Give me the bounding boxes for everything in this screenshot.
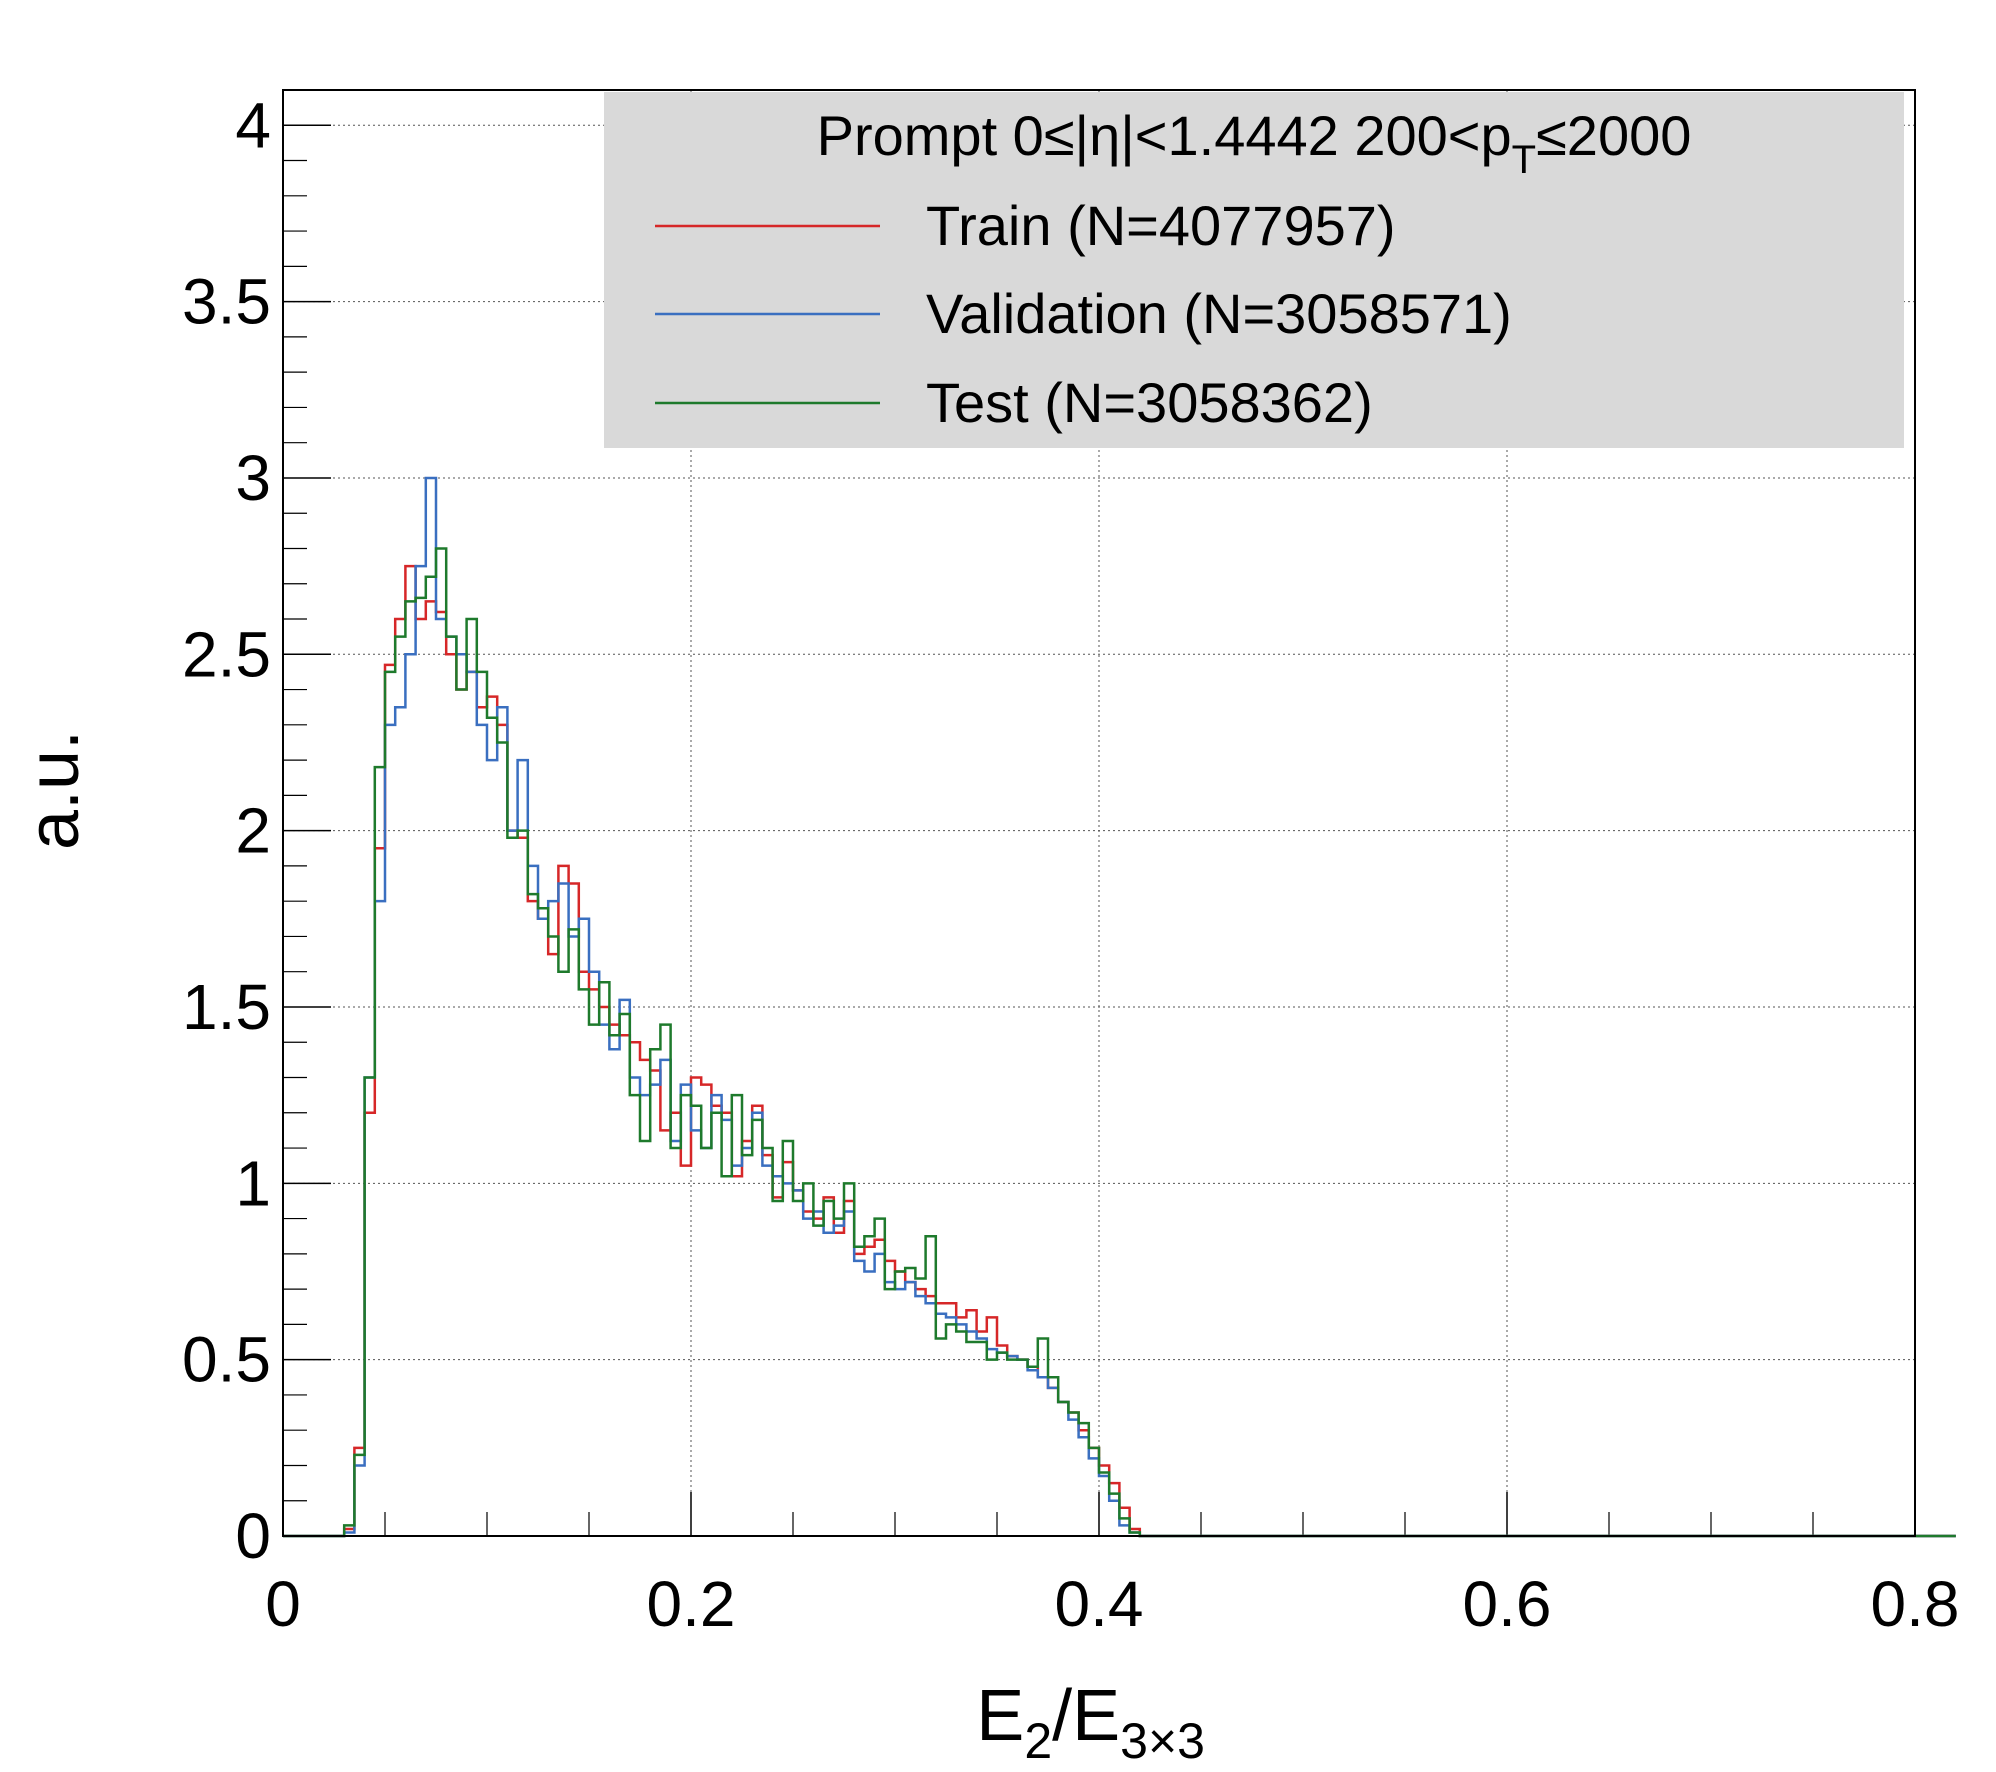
y-tick-label: 1.5 bbox=[182, 971, 271, 1043]
legend-header: Prompt 0≤|η|<1.4442 200<pT≤2000 bbox=[817, 104, 1692, 182]
series-line-train bbox=[283, 564, 1956, 1538]
legend-header-sub: T bbox=[1512, 138, 1536, 182]
legend-header-range: ≤2000 bbox=[1536, 104, 1691, 167]
series-line-test bbox=[283, 547, 1956, 1538]
plot-frame bbox=[282, 89, 1916, 1537]
legend-label-train: Train (N=4077957) bbox=[926, 194, 1396, 257]
x-tick-label: 0.8 bbox=[1871, 1568, 1960, 1640]
legend-header-text: Prompt 0≤|η|<1.4442 200<p bbox=[817, 104, 1512, 167]
legend-box bbox=[604, 92, 1904, 448]
x-tick-label: 0.2 bbox=[647, 1568, 736, 1640]
axis-ticks bbox=[282, 124, 1916, 1537]
y-tick-label: 0.5 bbox=[182, 1324, 271, 1396]
x-axis-title-sub1: 2 bbox=[1024, 1713, 1052, 1769]
tick-labels: 0 0.5 1 1.5 2 2.5 3 3.5 4 0 0.2 0.4 0.6 0.8 bbox=[182, 89, 1959, 1640]
x-tick-label: 0.4 bbox=[1055, 1568, 1144, 1640]
x-tick-label: 0 bbox=[265, 1568, 301, 1640]
x-axis-title-sub2: 3×3 bbox=[1120, 1713, 1205, 1769]
legend-label-test: Test (N=3058362) bbox=[926, 371, 1373, 434]
y-tick-label: 2 bbox=[235, 795, 271, 867]
y-tick-label: 1 bbox=[235, 1147, 271, 1219]
legend-label-validation: Validation (N=3058571) bbox=[926, 282, 1512, 345]
y-tick-label: 0 bbox=[235, 1500, 271, 1572]
y-tick-label: 2.5 bbox=[182, 618, 271, 690]
x-axis-title-sep: /E bbox=[1052, 1676, 1120, 1756]
y-tick-label: 4 bbox=[235, 89, 271, 161]
y-axis-title: a.u. bbox=[14, 730, 94, 850]
y-tick-label: 3 bbox=[235, 442, 271, 514]
x-tick-label: 0.6 bbox=[1463, 1568, 1552, 1640]
x-axis-title-main: E bbox=[976, 1676, 1024, 1756]
y-tick-label: 3.5 bbox=[182, 266, 271, 338]
x-axis-title: E2/E3×3 bbox=[976, 1676, 1205, 1769]
legend: Prompt 0≤|η|<1.4442 200<pT≤2000 Train (N… bbox=[604, 92, 1904, 448]
